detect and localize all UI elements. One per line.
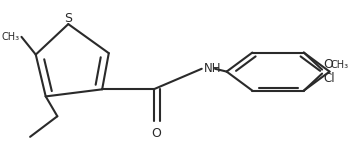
Text: CH₃: CH₃ [2,32,20,42]
Text: O: O [152,127,162,140]
Text: CH₃: CH₃ [331,60,348,70]
Text: NH: NH [203,61,221,75]
Text: S: S [64,12,72,25]
Text: O: O [324,58,334,71]
Text: Cl: Cl [324,72,335,85]
